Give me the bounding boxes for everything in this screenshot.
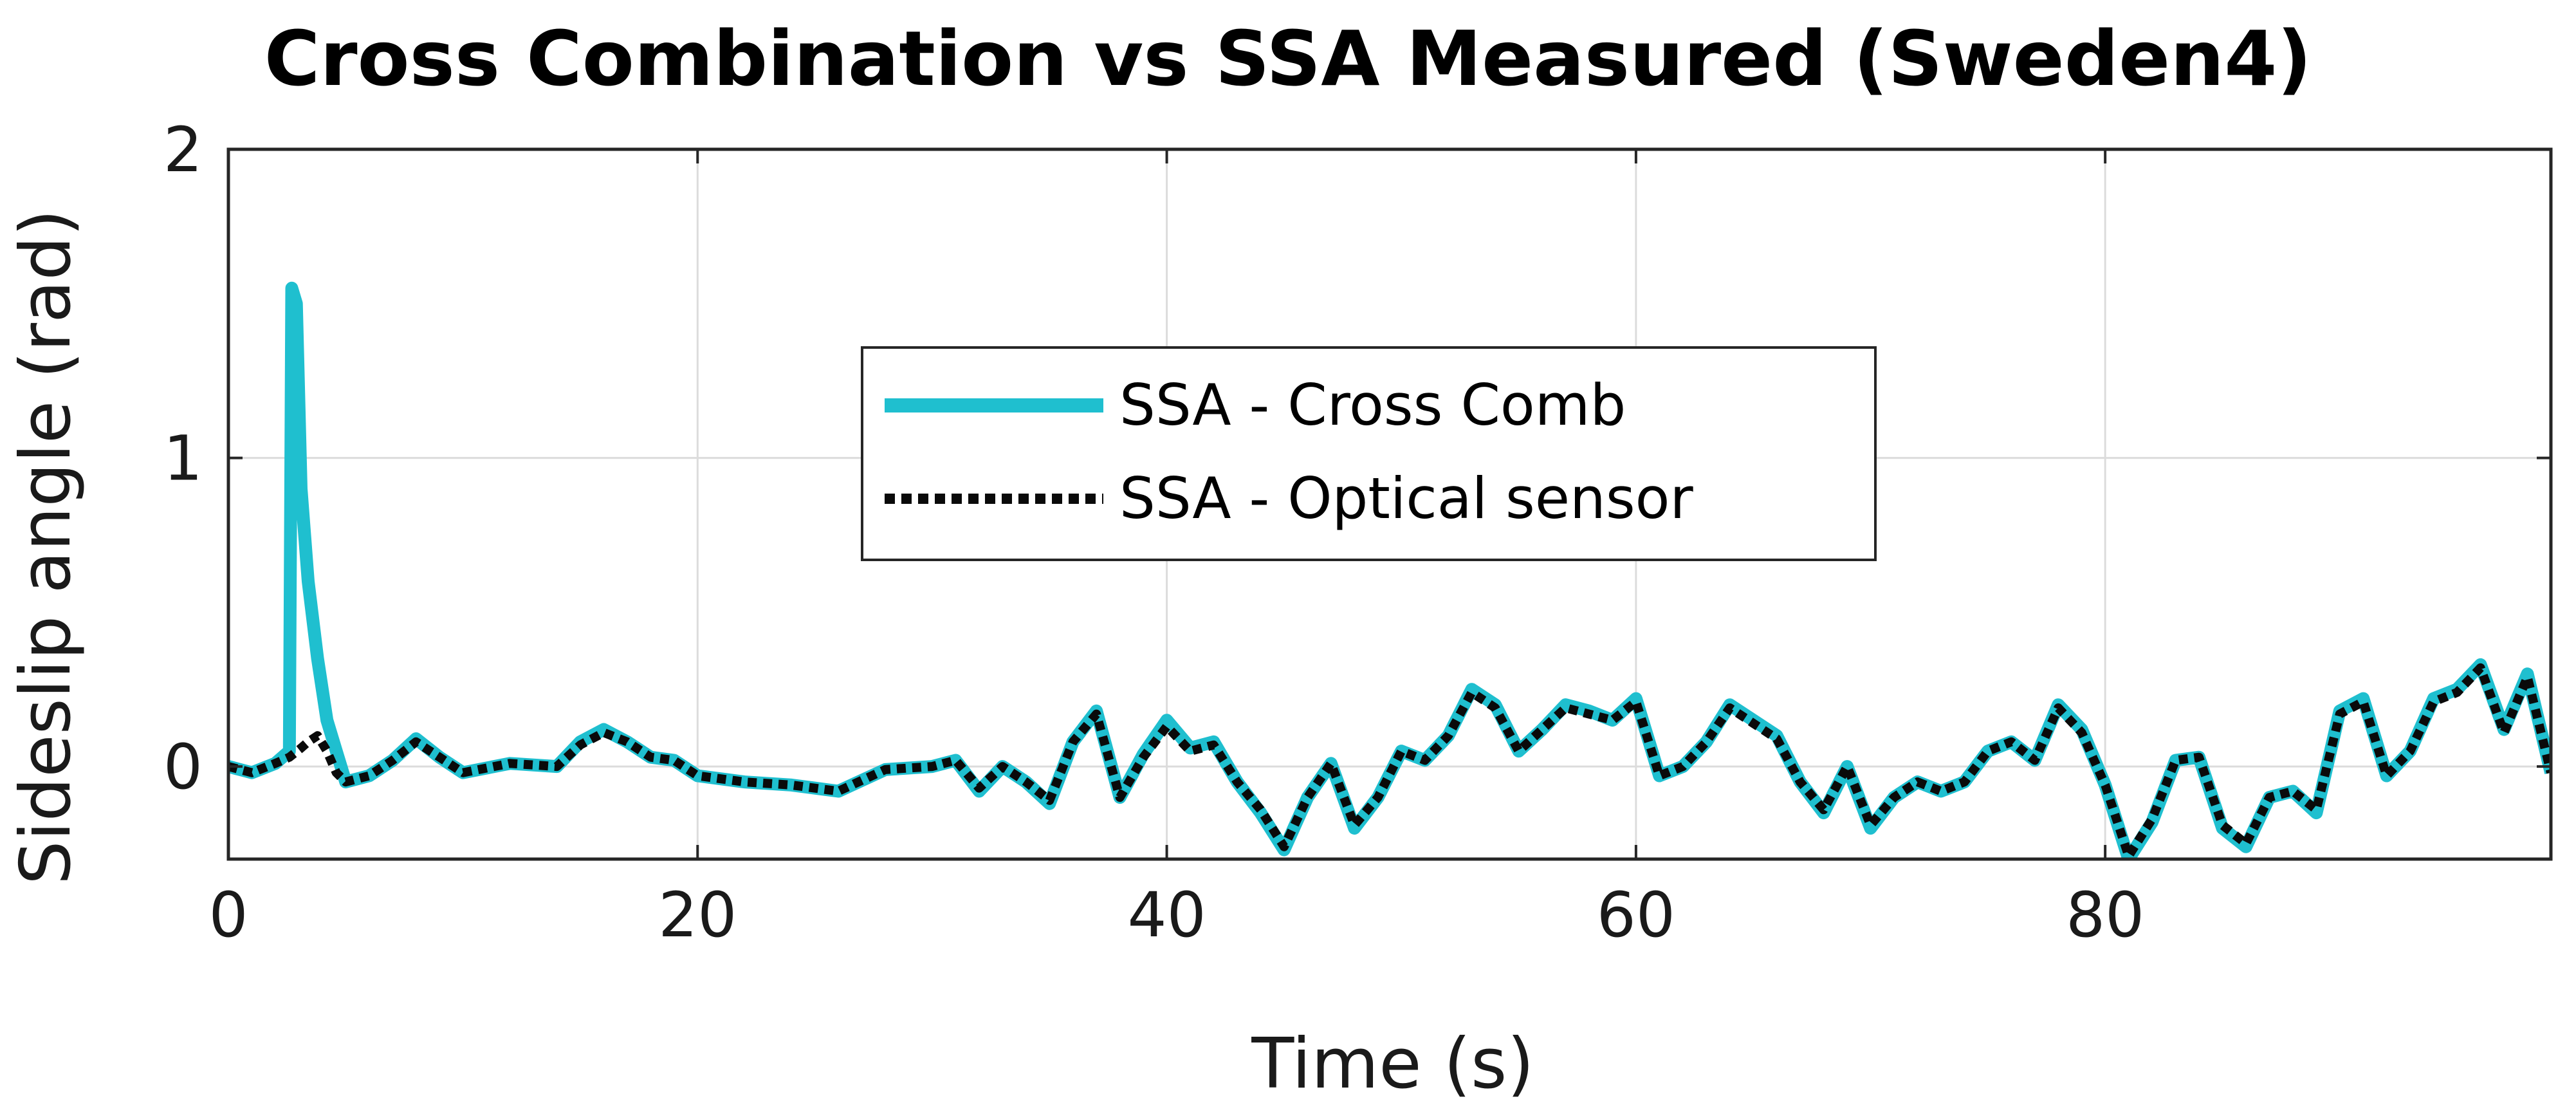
ticks: 0 20 40 60 80 0 1 2 bbox=[163, 114, 2551, 951]
series-line-optical-sensor bbox=[228, 663, 2551, 859]
legend-label-cross-comb: SSA - Cross Comb bbox=[1119, 372, 1626, 438]
x-tick-label: 40 bbox=[1128, 879, 1206, 951]
legend-label-optical-sensor: SSA - Optical sensor bbox=[1119, 465, 1694, 532]
x-tick-label: 80 bbox=[2066, 879, 2144, 951]
y-tick-label: 2 bbox=[163, 114, 203, 186]
y-tick-label: 0 bbox=[163, 731, 203, 803]
axes-box bbox=[226, 147, 2553, 861]
x-tick-label: 60 bbox=[1597, 879, 1675, 951]
x-axis-label: Time (s) bbox=[1251, 1024, 1534, 1104]
series-layer bbox=[228, 281, 2551, 859]
legend-box bbox=[861, 346, 1877, 561]
chart-title: Cross Combination vs SSA Measured (Swede… bbox=[264, 14, 2312, 103]
y-axis-label: Sideslip angle (rad) bbox=[6, 209, 86, 885]
x-tick-label: 20 bbox=[658, 879, 737, 951]
x-tick-label: 0 bbox=[208, 879, 248, 951]
legend: SSA - Cross Comb SSA - Optical sensor bbox=[861, 346, 1877, 561]
y-tick-label: 1 bbox=[163, 423, 203, 495]
